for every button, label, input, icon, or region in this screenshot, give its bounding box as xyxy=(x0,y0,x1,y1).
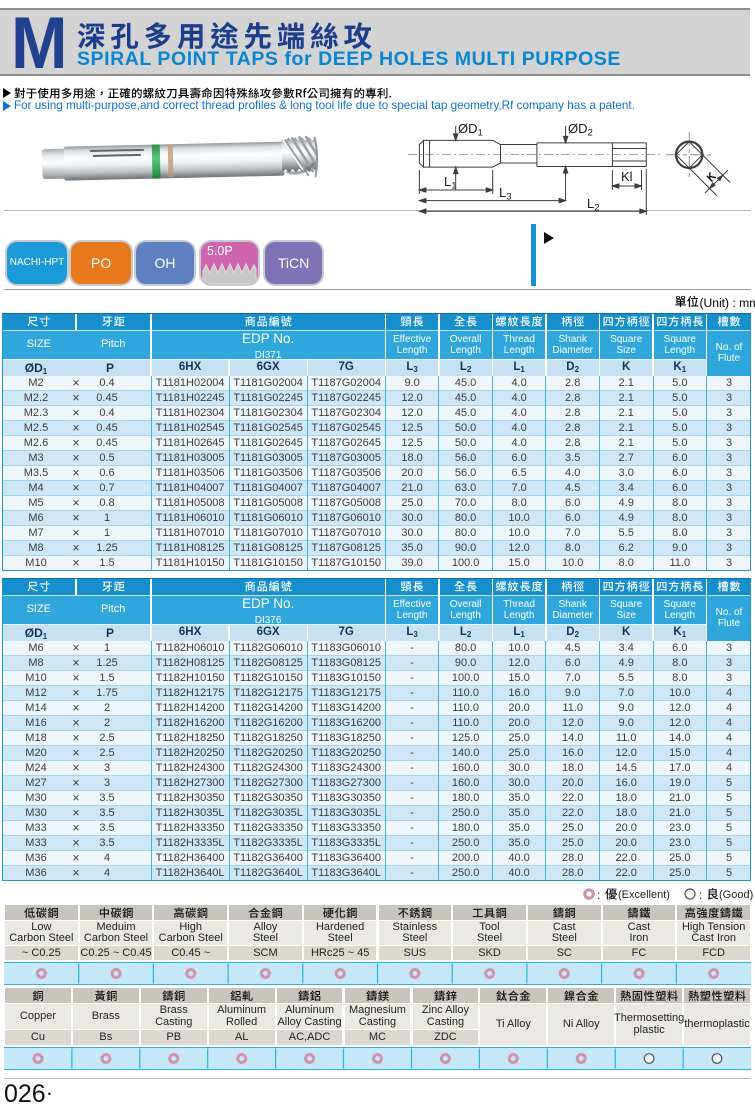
svg-text:ØD1: ØD1 xyxy=(458,121,483,139)
svg-text:L3: L3 xyxy=(499,185,512,203)
svg-text:Kl: Kl xyxy=(621,169,633,184)
svg-text:ØD2: ØD2 xyxy=(568,121,593,139)
svg-text:L1: L1 xyxy=(444,174,457,192)
svg-text:L2: L2 xyxy=(587,196,600,214)
